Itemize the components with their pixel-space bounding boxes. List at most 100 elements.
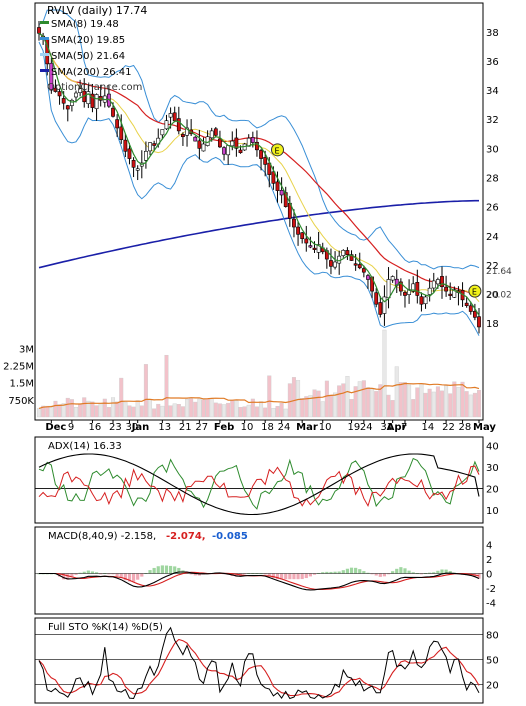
macd-histogram-bar <box>292 573 296 580</box>
candle-body <box>403 292 407 296</box>
price-tick-label: 34 <box>486 86 499 97</box>
candle-body <box>464 302 469 306</box>
macd-histogram-bar <box>243 573 247 575</box>
volume-bar <box>41 405 46 418</box>
volume-bar <box>312 389 317 418</box>
macd-histogram-bar <box>119 573 123 578</box>
volume-bar <box>238 407 243 418</box>
macd-histogram-bar <box>354 567 358 574</box>
candle-body <box>131 159 136 168</box>
legend-swatch <box>40 53 49 56</box>
adx-label: ADX(14) 16.33 <box>48 441 122 452</box>
volume-bar <box>102 398 107 418</box>
volume-bar <box>411 399 416 418</box>
sma20-line <box>38 32 480 303</box>
volume-bar <box>361 380 366 418</box>
macd-histogram-bar <box>349 567 354 574</box>
volume-bar <box>217 403 222 418</box>
volume-bar <box>213 402 218 418</box>
volume-bar <box>296 380 301 418</box>
date-tick-label: 16 <box>88 422 101 433</box>
sma200-line <box>38 199 479 269</box>
candle-body <box>341 250 346 256</box>
candle-body <box>148 142 152 152</box>
volume-bar <box>407 384 412 418</box>
volume-bar <box>160 405 165 418</box>
volume-bar <box>176 403 181 418</box>
candle-body <box>209 130 214 139</box>
date-tick-label: 10 <box>241 422 254 433</box>
volume-bar <box>78 403 83 418</box>
volume-bar <box>472 392 477 418</box>
adx-tick-label: 10 <box>486 506 499 517</box>
earnings-marker-label: E <box>275 146 280 155</box>
macd-histogram-bar <box>99 573 103 575</box>
candle-body <box>168 113 173 118</box>
candle-body <box>275 181 280 191</box>
volume-bar <box>115 401 120 418</box>
volume-bar <box>94 405 99 418</box>
volume-bar <box>45 405 50 418</box>
adx-line <box>38 453 480 516</box>
date-tick-label: 10 <box>319 422 332 433</box>
volume-bar <box>135 400 140 418</box>
volume-bar <box>279 403 284 418</box>
volume-bar <box>452 381 457 418</box>
macd-histogram-bar <box>148 570 152 574</box>
macd-histogram-bar <box>280 573 284 580</box>
volume-bar <box>69 399 74 418</box>
candle-body <box>353 263 358 266</box>
candle-body <box>193 136 198 142</box>
legend-swatch <box>40 21 49 24</box>
price-value-label: 21.64 <box>486 267 512 277</box>
date-tick-label: 24 <box>360 422 373 433</box>
date-tick-label: Jan <box>131 422 150 433</box>
candle-body <box>329 260 333 267</box>
candle-body <box>279 189 284 196</box>
price-tick-label: 24 <box>486 232 499 243</box>
candle-body <box>415 282 420 296</box>
macd-histogram-bar <box>168 565 173 574</box>
sma8-line <box>38 32 480 316</box>
date-tick-label: 9 <box>68 422 74 433</box>
volume-bar <box>139 405 144 418</box>
candle-body <box>222 147 226 155</box>
stochastic-label: Full STO %K(14) %D(5) <box>48 622 163 633</box>
volume-bar <box>148 399 153 418</box>
stochastic-panel: 20 50 80 <box>34 617 499 704</box>
candle-body <box>308 245 313 248</box>
volume-bar <box>291 377 296 418</box>
volume-bar <box>123 401 128 418</box>
candle-body <box>69 100 74 106</box>
volume-bar <box>328 394 333 418</box>
candle-body <box>263 157 268 165</box>
candle-body <box>423 296 428 305</box>
volume-bar <box>254 406 259 418</box>
legend-label: SMA(50) 21.64 <box>51 51 125 62</box>
macd-histogram-bar <box>432 572 436 574</box>
volume-bar <box>324 380 329 418</box>
macd-histogram-bar <box>436 570 440 574</box>
candle-body <box>435 279 440 285</box>
volume-bar <box>386 394 391 418</box>
candle-body <box>292 218 296 228</box>
candle-body <box>431 280 436 289</box>
macd-histogram-bar <box>131 573 136 582</box>
candle-body <box>111 107 115 117</box>
volume-bar <box>378 384 383 418</box>
macd-histogram-bar <box>308 573 313 577</box>
volume-bar <box>222 404 227 418</box>
macd-histogram-bar <box>288 573 292 580</box>
volume-bar <box>106 407 111 418</box>
macd-histogram-bar <box>386 573 391 575</box>
date-tick-label: 14 <box>422 422 435 433</box>
volume-tick-label: 1.5M <box>9 379 34 390</box>
macd-tick-label: -2 <box>486 584 496 595</box>
adx-tick-label: 30 <box>486 463 499 474</box>
earnings-marker <box>468 284 482 298</box>
candle-body <box>144 150 148 161</box>
macd-histogram-bar <box>263 573 267 575</box>
volume-bar <box>242 406 247 418</box>
macd-histogram-bar <box>86 570 90 574</box>
